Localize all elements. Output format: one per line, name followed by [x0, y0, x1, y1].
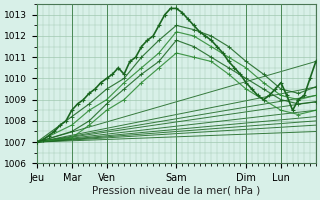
X-axis label: Pression niveau de la mer( hPa ): Pression niveau de la mer( hPa )	[92, 186, 260, 196]
